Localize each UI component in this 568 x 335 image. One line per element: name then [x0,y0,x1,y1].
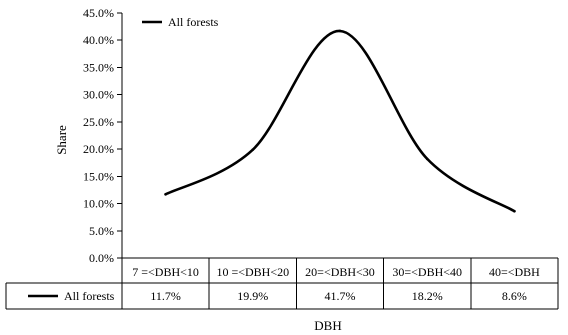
y-tick-label: 10.0% [83,197,114,211]
table-series-name: All forests [64,289,115,303]
table-value: 18.2% [412,289,443,303]
table-value: 8.6% [502,289,527,303]
data-table: 11.7% 19.9% 41.7% 18.2% 8.6% All forests [28,289,527,303]
y-tick-label: 0.0% [89,251,114,265]
axes-and-table-grid [5,13,559,310]
y-axis-title: Share [54,125,69,155]
category-labels: 7 =<DBH<10 10 =<DBH<20 20=<DBH<30 30=<DBH<4… [132,265,540,279]
y-tick-label: 30.0% [83,88,114,102]
y-tick-label: 40.0% [83,33,114,47]
y-tick-label: 45.0% [83,6,114,20]
table-value: 19.9% [237,289,268,303]
category-label: 40=<DBH [489,265,540,279]
series-point [425,157,429,161]
y-tick-label: 25.0% [83,115,114,129]
series-point [251,148,255,151]
y-tick-label: 20.0% [83,142,114,156]
y-tick-label: 15.0% [83,169,114,183]
y-tick-labels: 0.0% 5.0% 10.0% 15.0% 20.0% 25.0% 30.0% 35.0% 40… [83,6,122,265]
series-line-0 [164,29,516,213]
y-tick-label: 5.0% [89,224,114,238]
table-value: 11.7% [150,289,181,303]
legend-label: All forests [168,15,219,29]
table-value: 41.7% [325,289,356,303]
series-point [164,193,167,196]
series-point [338,29,342,33]
category-label: 20=<DBH<30 [305,265,375,279]
series-layer [164,29,516,213]
category-label: 30=<DBH<40 [392,265,462,279]
category-label: 7 =<DBH<10 [132,265,199,279]
y-tick-label: 35.0% [83,60,114,74]
legend: All forests [142,15,219,29]
category-label: 10 =<DBH<20 [216,265,289,279]
series-point [513,209,516,213]
x-axis-title: DBH [314,318,341,333]
